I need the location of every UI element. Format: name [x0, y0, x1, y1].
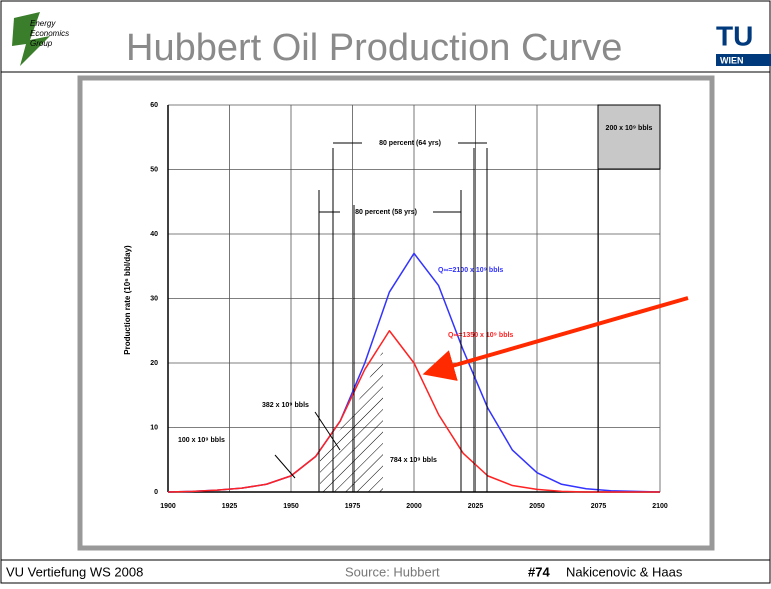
y-tick-label: 60 [150, 102, 158, 109]
series-line [167, 330, 660, 493]
logo-text: Economics [30, 29, 69, 38]
x-tick-label: 2100 [652, 503, 668, 510]
annotation: 784 x 10⁹ bbls [390, 457, 437, 464]
footer-slide: #74 [528, 564, 550, 579]
x-tick-label: 2025 [468, 503, 484, 510]
x-tick-label: 1975 [345, 503, 361, 510]
annotation: 80 percent (58 yrs) [355, 209, 417, 216]
slide-title: Hubbert Oil Production Curve [126, 27, 622, 69]
x-tick-label: 2075 [591, 503, 607, 510]
y-tick-label: 40 [150, 231, 158, 238]
logo-text: TU [716, 20, 753, 51]
x-tick-label: 1900 [160, 503, 176, 510]
logo-left: Energy Economics Group [12, 12, 69, 66]
x-tick-label: 1925 [222, 503, 238, 510]
footer-authors: Nakicenovic & Haas [566, 564, 683, 579]
annotation: 80 percent (64 yrs) [379, 140, 441, 147]
y-tick-label: 10 [150, 424, 158, 431]
logo-text: Energy [30, 19, 56, 28]
y-tick-label: 30 [150, 295, 158, 302]
x-tick-label: 2000 [406, 503, 422, 510]
footer-course: VU Vertiefung WS 2008 [6, 564, 143, 579]
y-tick-label: 20 [150, 360, 158, 367]
logo-text: WIEN [720, 55, 744, 65]
annotation: 382 x 10⁹ bbls [262, 402, 309, 409]
legend-label: Q∞=2100 x 10⁹ bbls [438, 267, 503, 274]
y-tick-label: 0 [154, 489, 158, 496]
logo-right: TU WIEN [716, 20, 771, 66]
y-tick-label: 50 [150, 166, 158, 173]
annotation: 200 x 10⁹ bbls [606, 125, 653, 132]
legend-label: Q∞=1350 x 10⁹ bbls [448, 332, 513, 339]
x-tick-label: 2050 [529, 503, 545, 510]
logo-text: Group [30, 39, 53, 48]
footer-source: Source: Hubbert [345, 564, 440, 579]
y-axis-label: Production rate (10⁶ bbl/day) [123, 245, 132, 355]
x-tick-label: 1950 [283, 503, 299, 510]
reserve-box [597, 104, 661, 170]
annotation: 100 x 10⁹ bbls [178, 437, 225, 444]
